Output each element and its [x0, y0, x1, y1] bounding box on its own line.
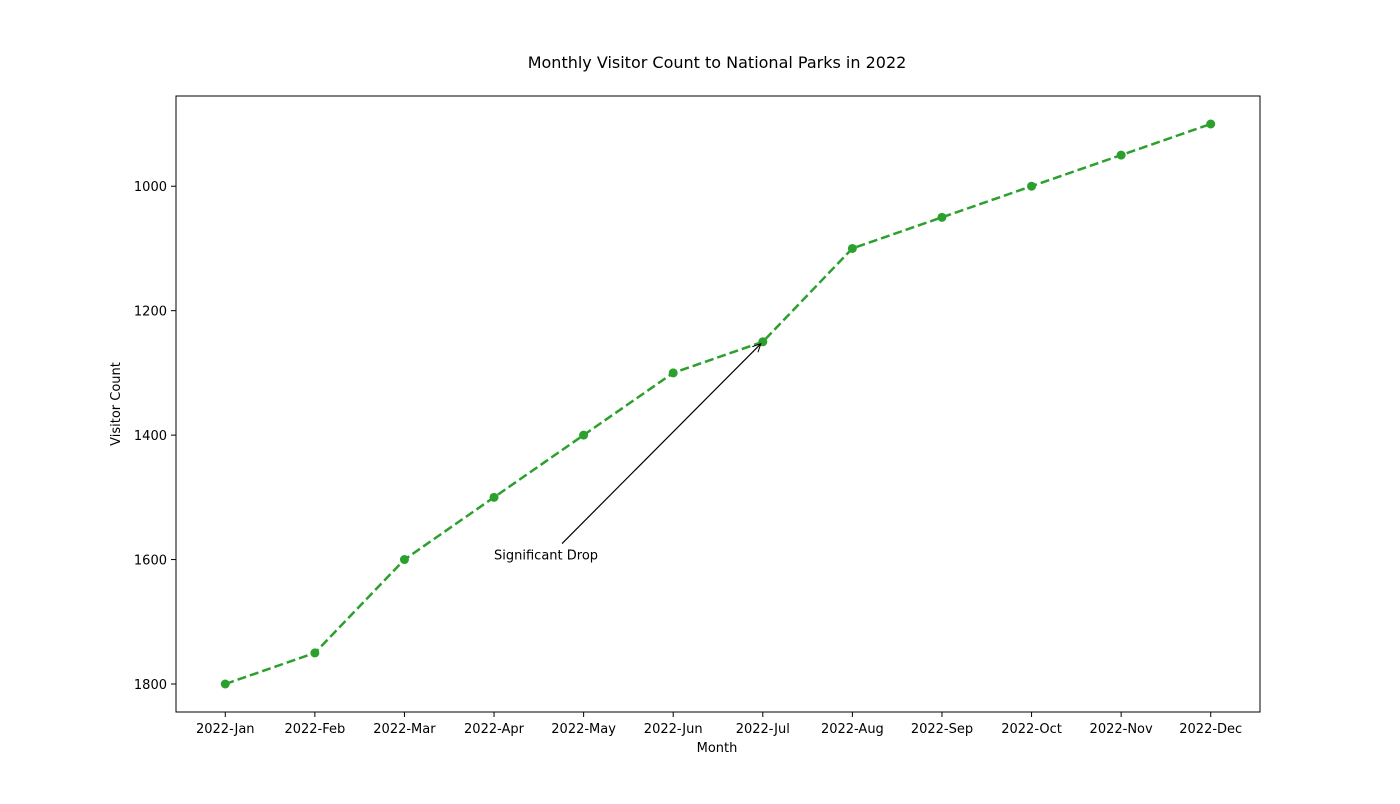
x-tick-label: 2022-Jan [196, 722, 255, 737]
data-point [310, 648, 320, 658]
x-tick-label: 2022-May [551, 722, 616, 737]
annotation-label: Significant Drop [494, 549, 598, 564]
data-point [1206, 119, 1216, 129]
data-point [489, 492, 499, 502]
chart-title: Monthly Visitor Count to National Parks … [528, 53, 907, 72]
annotation-arrow [561, 344, 761, 544]
y-tick-label: 1200 [134, 305, 167, 320]
plot-frame [175, 95, 1261, 713]
x-tick-label: 2022-Mar [373, 722, 436, 737]
x-tick-label: 2022-Jun [644, 722, 703, 737]
y-tick-label: 1400 [134, 429, 167, 444]
series-line [224, 122, 1212, 686]
x-tick-label: 2022-Jul [736, 722, 790, 737]
data-point [579, 430, 589, 440]
x-tick-label: 2022-Feb [284, 722, 345, 737]
y-tick-label: 1800 [134, 678, 167, 693]
x-tick-label: 2022-Nov [1090, 722, 1153, 737]
data-point [399, 555, 409, 565]
x-axis-label: Month [697, 741, 738, 756]
plot-area: 2022-Jan 2022-Feb 2022-Mar 2022-Apr 2022-May… [134, 119, 1242, 737]
data-point [220, 679, 230, 689]
y-tick-label: 1000 [134, 180, 167, 195]
x-tick-label: 2022-Sep [911, 722, 973, 737]
x-tick-label: 2022-Oct [1001, 722, 1062, 737]
y-axis-label: Visitor Count [109, 362, 124, 446]
x-tick-label: 2022-Aug [821, 722, 884, 737]
x-tick-label: 2022-Apr [464, 722, 525, 737]
data-point [668, 368, 678, 378]
y-tick-label: 1600 [134, 554, 167, 569]
data-point [937, 212, 947, 222]
data-point [847, 243, 857, 253]
data-point [1116, 150, 1126, 160]
data-point [1027, 181, 1037, 191]
x-tick-label: 2022-Dec [1179, 722, 1242, 737]
